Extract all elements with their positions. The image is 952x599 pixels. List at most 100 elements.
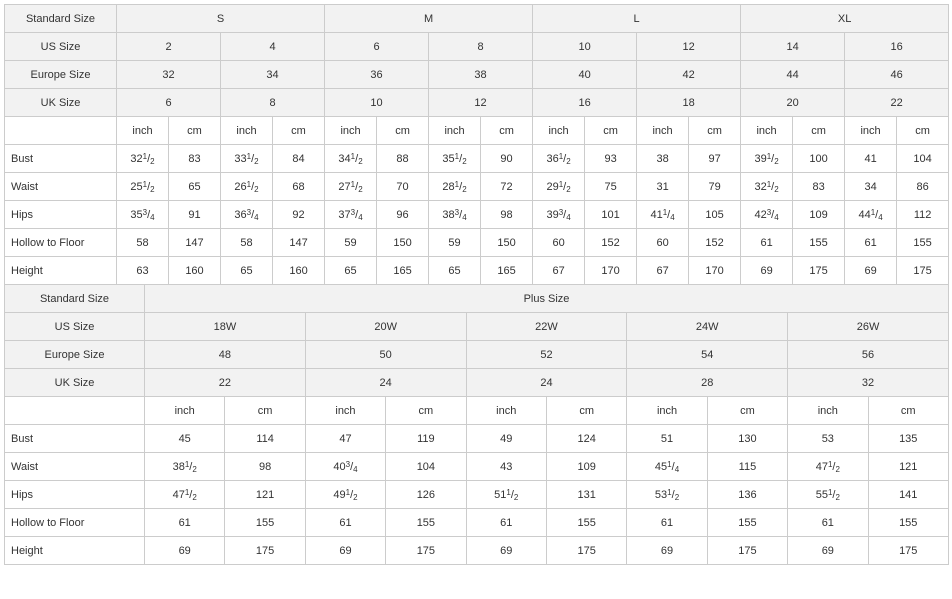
cell-cm: 160 <box>273 257 325 285</box>
cell-cm: 175 <box>868 537 948 565</box>
cell-inch: 61 <box>305 509 385 537</box>
cell-cm: 86 <box>897 173 949 201</box>
th-unit-cm: cm <box>273 117 325 145</box>
cell-inch: 61 <box>845 229 897 257</box>
cell-cm: 119 <box>386 425 466 453</box>
cell-inch: 65 <box>325 257 377 285</box>
th-unit-cm: cm <box>868 397 948 425</box>
th-uk: 24 <box>305 369 466 397</box>
cell-cm: 155 <box>868 509 948 537</box>
cell-cm: 109 <box>793 201 845 229</box>
cell-inch: 67 <box>533 257 585 285</box>
cell-inch: 69 <box>305 537 385 565</box>
cell-inch: 291/2 <box>533 173 585 201</box>
cell-inch: 383/4 <box>429 201 481 229</box>
table-row: Waist381/298403/410443109451/4115471/212… <box>5 453 949 481</box>
cell-cm: 165 <box>377 257 429 285</box>
cell-cm: 83 <box>169 145 221 173</box>
cell-inch: 551/2 <box>788 481 868 509</box>
th-eu: 46 <box>845 61 949 89</box>
th-uk: 28 <box>627 369 788 397</box>
th-uk: 20 <box>741 89 845 117</box>
cell-cm: 150 <box>377 229 429 257</box>
th-eu: 32 <box>117 61 221 89</box>
cell-inch: 59 <box>429 229 481 257</box>
cell-inch: 491/2 <box>305 481 385 509</box>
th-unit-inch: inch <box>325 117 377 145</box>
th-europe-size: Europe Size <box>5 61 117 89</box>
cell-cm: 155 <box>386 509 466 537</box>
th-unit-inch: inch <box>741 117 793 145</box>
cell-inch: 373/4 <box>325 201 377 229</box>
cell-inch: 49 <box>466 425 546 453</box>
th-eu: 40 <box>533 61 637 89</box>
cell-cm: 141 <box>868 481 948 509</box>
cell-cm: 121 <box>225 481 305 509</box>
cell-cm: 68 <box>273 173 325 201</box>
th-uk: 16 <box>533 89 637 117</box>
cell-cm: 175 <box>897 257 949 285</box>
cell-inch: 47 <box>305 425 385 453</box>
cell-cm: 152 <box>585 229 637 257</box>
th-uk: 8 <box>221 89 325 117</box>
row-label: Bust <box>5 145 117 173</box>
th-letter: M <box>325 5 533 33</box>
th-unit-inch: inch <box>845 117 897 145</box>
cell-inch: 423/4 <box>741 201 793 229</box>
cell-cm: 98 <box>225 453 305 481</box>
cell-inch: 41 <box>845 145 897 173</box>
cell-inch: 69 <box>627 537 707 565</box>
row-label: Hips <box>5 481 145 509</box>
cell-inch: 321/2 <box>741 173 793 201</box>
cell-inch: 31 <box>637 173 689 201</box>
cell-cm: 104 <box>386 453 466 481</box>
cell-inch: 531/2 <box>627 481 707 509</box>
row-label: Hips <box>5 201 117 229</box>
cell-inch: 321/2 <box>117 145 169 173</box>
cell-inch: 351/2 <box>429 145 481 173</box>
cell-inch: 58 <box>117 229 169 257</box>
th-uk: 32 <box>788 369 949 397</box>
table-row: Hollow to Floor6115561155611556115561155 <box>5 509 949 537</box>
row-label: Bust <box>5 425 145 453</box>
cell-cm: 83 <box>793 173 845 201</box>
cell-inch: 341/2 <box>325 145 377 173</box>
cell-inch: 251/2 <box>117 173 169 201</box>
cell-cm: 155 <box>897 229 949 257</box>
th-unit-cm: cm <box>707 397 787 425</box>
th-uk: 24 <box>466 369 627 397</box>
cell-inch: 403/4 <box>305 453 385 481</box>
cell-cm: 175 <box>793 257 845 285</box>
row-label: Hollow to Floor <box>5 509 145 537</box>
standard-size-table: Standard Size S M L XL US Size 2 4 6 8 1… <box>4 4 949 285</box>
th-unit-inch: inch <box>221 117 273 145</box>
th-unit-cm: cm <box>689 117 741 145</box>
th-unit-cm: cm <box>481 117 533 145</box>
cell-inch: 69 <box>788 537 868 565</box>
row-label: Height <box>5 257 117 285</box>
cell-inch: 471/2 <box>145 481 225 509</box>
th-eu: 50 <box>305 341 466 369</box>
table-row: Waist251/265261/268271/270281/272291/275… <box>5 173 949 201</box>
cell-inch: 281/2 <box>429 173 481 201</box>
cell-cm: 124 <box>546 425 626 453</box>
cell-inch: 261/2 <box>221 173 273 201</box>
cell-inch: 61 <box>627 509 707 537</box>
cell-cm: 155 <box>546 509 626 537</box>
cell-inch: 61 <box>466 509 546 537</box>
th-unit-cm: cm <box>585 117 637 145</box>
cell-inch: 69 <box>741 257 793 285</box>
cell-cm: 91 <box>169 201 221 229</box>
cell-inch: 60 <box>533 229 585 257</box>
row-label: Hollow to Floor <box>5 229 117 257</box>
table-row: Hollow to Floor5814758147591505915060152… <box>5 229 949 257</box>
cell-inch: 60 <box>637 229 689 257</box>
th-us: 24W <box>627 313 788 341</box>
cell-inch: 331/2 <box>221 145 273 173</box>
cell-cm: 152 <box>689 229 741 257</box>
row-label: Waist <box>5 173 117 201</box>
cell-cm: 160 <box>169 257 221 285</box>
cell-cm: 93 <box>585 145 637 173</box>
cell-cm: 104 <box>897 145 949 173</box>
cell-cm: 90 <box>481 145 533 173</box>
